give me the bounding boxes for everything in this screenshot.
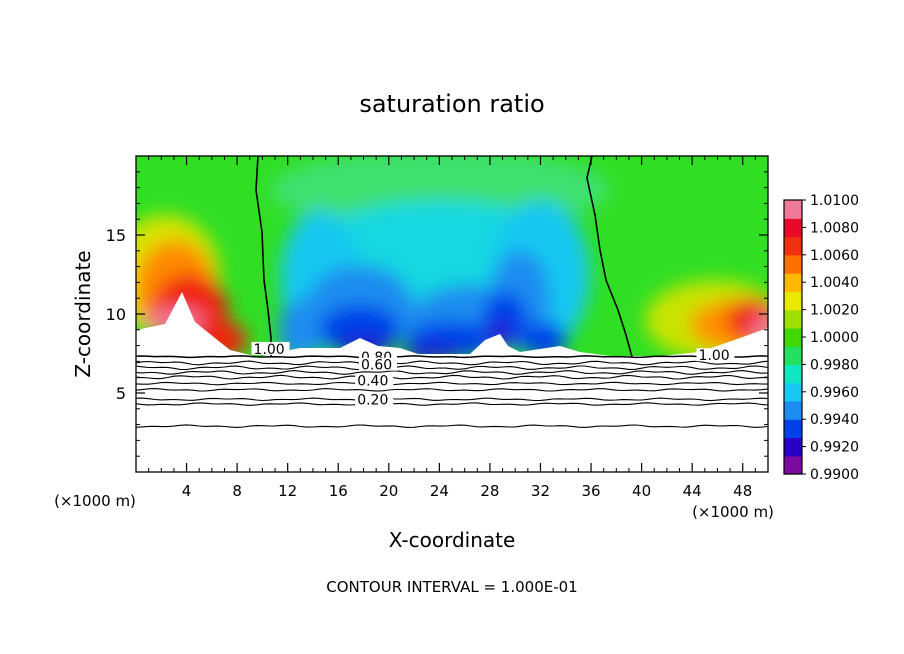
x-tick-label: 12 <box>278 482 297 500</box>
x-axis-ticks: 4 8 12 16 20 24 28 32 36 40 44 48 <box>148 156 756 500</box>
contour-line <box>136 402 768 406</box>
contour-line <box>136 360 768 366</box>
x-unit-left: (×1000 m) <box>54 492 136 510</box>
colorbar-tick-label: 1.0100 <box>810 193 859 209</box>
colorbar-swatch <box>784 200 802 219</box>
chart-title: saturation ratio <box>359 90 544 118</box>
colorbar-tick-label: 1.0060 <box>810 248 859 264</box>
x-tick-label: 16 <box>329 482 348 500</box>
colorbar-swatch <box>784 400 802 420</box>
contour-label: 0.20 <box>357 392 388 408</box>
contour-label: 1.00 <box>698 348 729 364</box>
colorbar-swatch <box>784 419 802 439</box>
colorbar-swatch <box>784 455 802 475</box>
x-tick-label: 44 <box>683 482 702 500</box>
contour-label: 0.40 <box>357 374 388 390</box>
y-axis-ticks: 5 10 15 <box>106 171 768 457</box>
contour-label-bg <box>358 357 397 371</box>
x-tick-label: 40 <box>632 482 651 500</box>
x-tick-label: 4 <box>182 482 192 500</box>
colorbar-swatch <box>784 218 802 238</box>
x-tick-label: 32 <box>531 482 550 500</box>
contour-label-bg <box>696 348 735 362</box>
colorbar-swatch <box>784 309 802 329</box>
colorbar-swatch <box>784 364 802 384</box>
x-tick-label: 48 <box>733 482 752 500</box>
contour-line <box>136 370 768 375</box>
contour-labels: 1.001.000.800.600.400.20 <box>251 341 735 408</box>
colorbar-tick-label: 1.0040 <box>810 275 859 291</box>
colorbar-tick-label: 1.0000 <box>810 330 859 346</box>
colorbar-tick-label: 0.9920 <box>810 440 859 456</box>
colorbar-swatch <box>784 346 802 365</box>
colorbar-swatch <box>784 254 802 274</box>
contour-1.00-right <box>586 156 633 358</box>
colorbar-swatch <box>784 382 802 402</box>
x-tick-label: 36 <box>581 482 600 500</box>
x-axis-label: X-coordinate <box>389 528 516 552</box>
colorbar-swatch <box>784 236 802 256</box>
contour-interval-note: CONTOUR INTERVAL = 1.000E-01 <box>326 578 577 596</box>
contour-line <box>136 381 768 386</box>
contour-label: 1.00 <box>254 342 285 358</box>
contour-label-bg <box>355 392 394 406</box>
contour-1.00-left <box>255 156 272 357</box>
x-tick-label: 24 <box>430 482 449 500</box>
colorbar-tick-label: 1.0080 <box>810 220 859 236</box>
colorbar: 0.9900 0.9920 0.9940 0.9960 0.9980 1.0000 1.00… <box>783 193 859 483</box>
contour-label: 0.60 <box>361 358 392 374</box>
colorbar-tick-label: 0.9960 <box>810 385 859 401</box>
y-axis-label: Z-coordinate <box>71 250 95 377</box>
contour-line <box>136 397 768 402</box>
contour-lines <box>136 355 768 428</box>
colorbar-tick-label: 0.9980 <box>810 357 859 373</box>
colorbar-swatch <box>784 327 802 347</box>
contour-line-1.00 <box>136 355 768 359</box>
contour-line <box>136 365 768 371</box>
contour-line <box>136 374 768 380</box>
colorbar-swatch <box>784 273 802 292</box>
contour-line <box>136 388 768 392</box>
x-tick-label: 8 <box>232 482 242 500</box>
y-tick-label: 10 <box>106 305 126 324</box>
y-tick-label: 5 <box>116 384 126 403</box>
x-tick-label: 20 <box>379 482 398 500</box>
y-tick-label: 15 <box>106 226 126 245</box>
colorbar-swatch <box>784 291 802 311</box>
field-shading <box>136 156 768 472</box>
colorbar-tick-label: 0.9900 <box>810 467 859 483</box>
contour-label-bg <box>355 373 394 387</box>
colorbar-tick-label: 0.9940 <box>810 412 859 428</box>
contour-line <box>136 424 768 428</box>
subsaturated-region <box>136 292 768 472</box>
contour-label-bg <box>251 341 290 355</box>
colorbar-swatch <box>784 437 802 457</box>
x-unit-right: (×1000 m) <box>692 503 774 521</box>
x-tick-label: 28 <box>480 482 499 500</box>
colorbar-tick-label: 1.0020 <box>810 303 859 319</box>
